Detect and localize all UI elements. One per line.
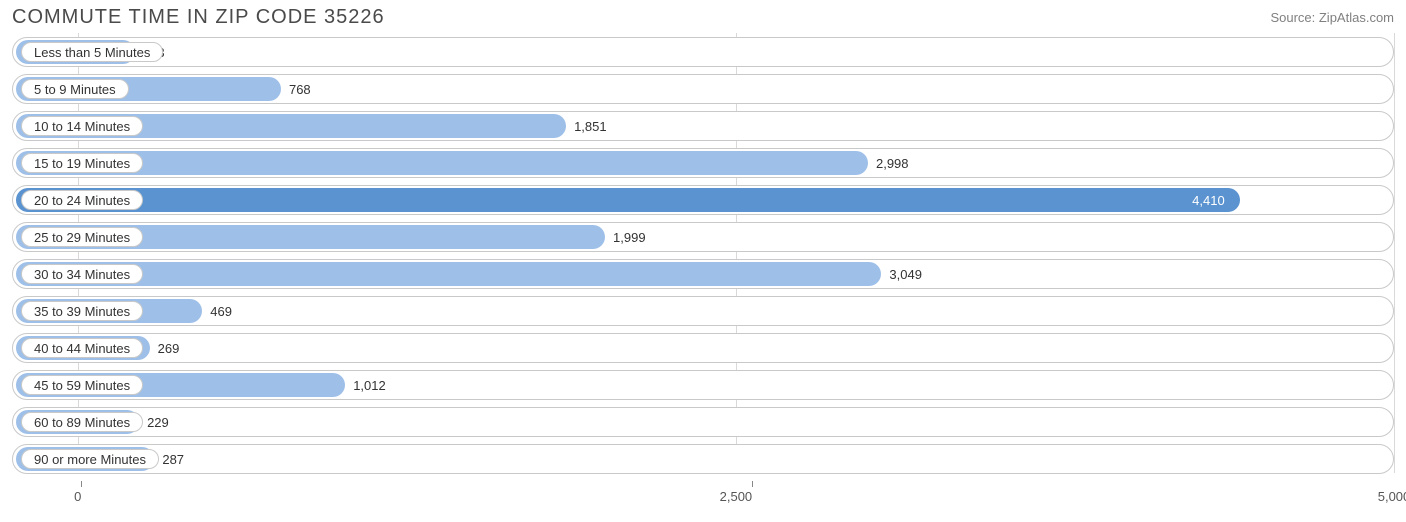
- chart-title: COMMUTE TIME IN ZIP CODE 35226: [12, 6, 385, 29]
- axis-tick: 5,000: [1394, 481, 1406, 504]
- bar-row: 45 to 59 Minutes 1,012: [12, 370, 1394, 400]
- bar-value-label: 269: [158, 334, 180, 362]
- bar-value-label: 1,851: [574, 112, 607, 140]
- chart-plot-area: Less than 5 Minutes213 5 to 9 Minutes 768 1…: [0, 33, 1406, 511]
- bar-category-label: Less than 5 Minutes: [21, 42, 163, 62]
- tick-mark: [81, 481, 82, 487]
- bar-value-label: 2,998: [876, 149, 909, 177]
- bar-fill: [16, 262, 881, 286]
- tick-label: 0: [74, 489, 81, 504]
- bar-row: 90 or more Minutes287: [12, 444, 1394, 474]
- bar-fill: [16, 151, 868, 175]
- bar-value-label: 229: [147, 408, 169, 436]
- bar-value-label: 1,999: [613, 223, 646, 251]
- bar-value-label: 469: [210, 297, 232, 325]
- tick-mark: [752, 481, 753, 487]
- chart-source: Source: ZipAtlas.com: [1270, 10, 1394, 25]
- bar-category-label: 30 to 34 Minutes: [21, 264, 143, 284]
- bar-row: 60 to 89 Minutes229: [12, 407, 1394, 437]
- bar-row: 30 to 34 Minutes 3,049: [12, 259, 1394, 289]
- bar-value-label: 3,049: [889, 260, 922, 288]
- bar-row: 20 to 24 Minutes 4,410: [12, 185, 1394, 215]
- tick-label: 5,000: [1378, 489, 1406, 504]
- bar-category-label: 45 to 59 Minutes: [21, 375, 143, 395]
- bar-category-label: 20 to 24 Minutes: [21, 190, 143, 210]
- bar-row: 35 to 39 Minutes 469: [12, 296, 1394, 326]
- bar-category-label: 35 to 39 Minutes: [21, 301, 143, 321]
- bar-row: 10 to 14 Minutes 1,851: [12, 111, 1394, 141]
- bar-category-label: 5 to 9 Minutes: [21, 79, 129, 99]
- bar-value-label: 287: [162, 445, 184, 473]
- bar-row: 15 to 19 Minutes 2,998: [12, 148, 1394, 178]
- bar-row: 40 to 44 Minutes 269: [12, 333, 1394, 363]
- bar-value-label: 768: [289, 75, 311, 103]
- x-axis: 02,5005,000: [12, 481, 1394, 511]
- bar-value-label: 4,410: [1192, 186, 1225, 214]
- tick-label: 2,500: [720, 489, 753, 504]
- bar-category-label: 60 to 89 Minutes: [21, 412, 143, 432]
- chart-header: COMMUTE TIME IN ZIP CODE 35226 Source: Z…: [0, 0, 1406, 33]
- axis-tick: 2,500: [736, 481, 769, 504]
- bar-row: 5 to 9 Minutes 768: [12, 74, 1394, 104]
- axis-tick: 0: [78, 481, 85, 504]
- bar-group: Less than 5 Minutes213 5 to 9 Minutes 768 1…: [12, 37, 1394, 474]
- bar-row: Less than 5 Minutes213: [12, 37, 1394, 67]
- bar-category-label: 10 to 14 Minutes: [21, 116, 143, 136]
- bar-category-label: 40 to 44 Minutes: [21, 338, 143, 358]
- bar-category-label: 25 to 29 Minutes: [21, 227, 143, 247]
- bar-category-label: 15 to 19 Minutes: [21, 153, 143, 173]
- bar-row: 25 to 29 Minutes 1,999: [12, 222, 1394, 252]
- bar-fill: [16, 188, 1240, 212]
- gridline: [1394, 33, 1395, 473]
- bar-value-label: 1,012: [353, 371, 386, 399]
- bar-category-label: 90 or more Minutes: [21, 449, 159, 469]
